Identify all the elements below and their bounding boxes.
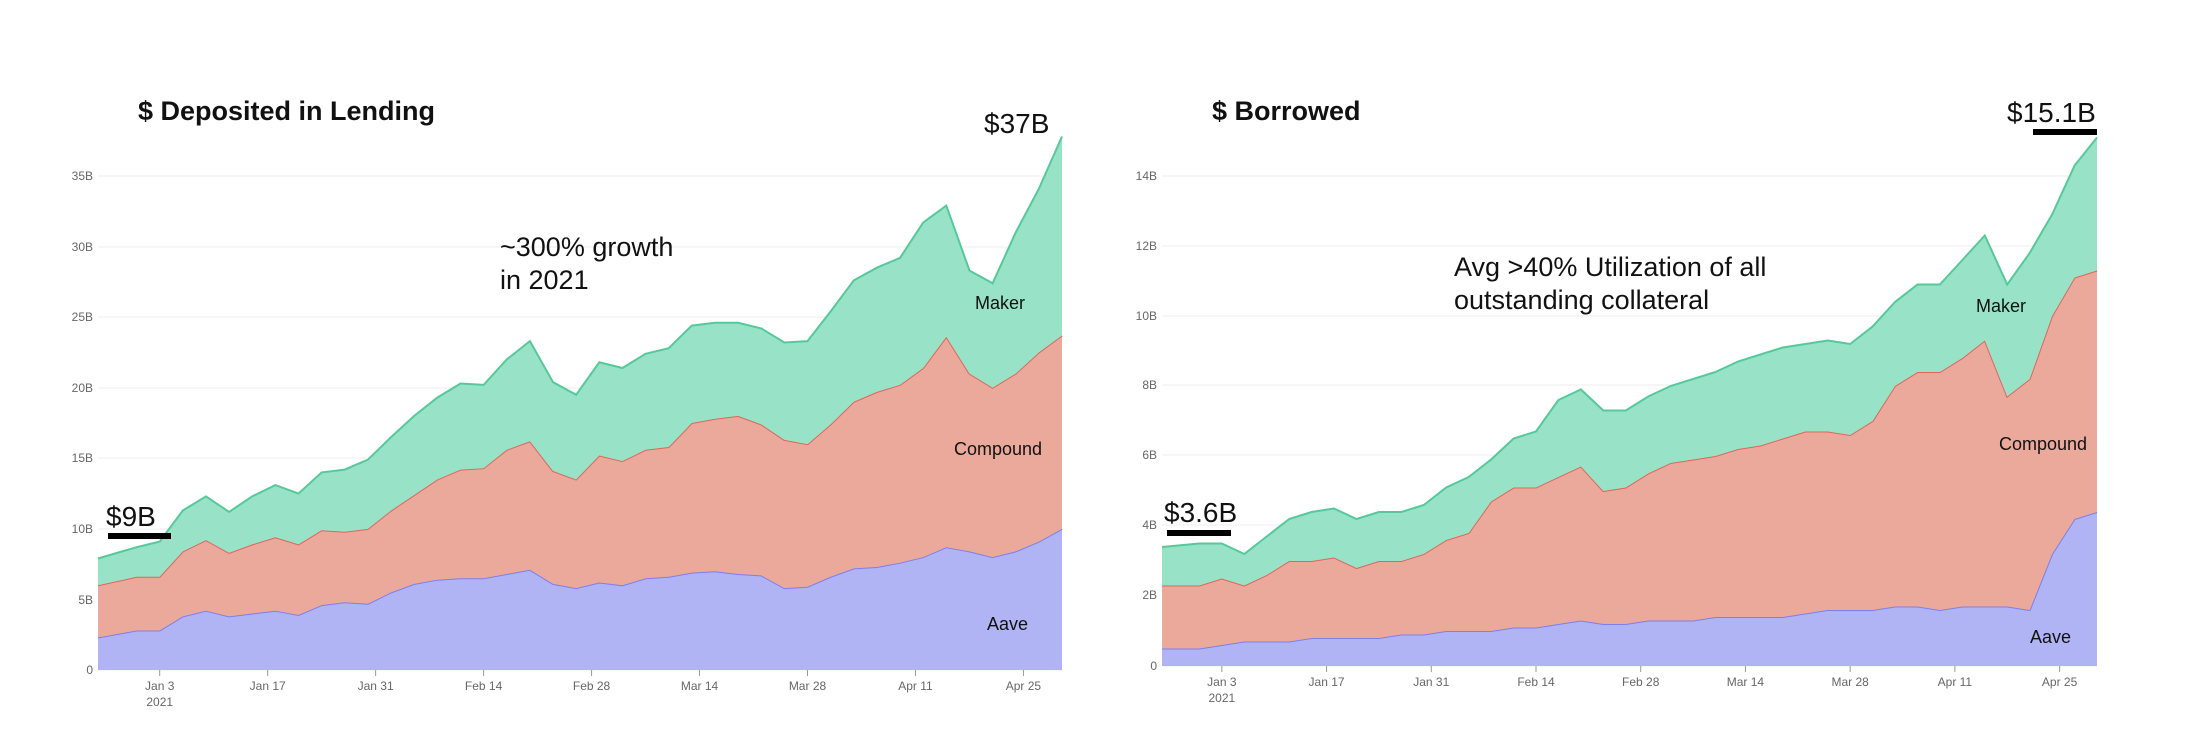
deposited-x-tick-label: Jan 3 xyxy=(145,679,175,693)
deposited-y-tick-label: 30B xyxy=(72,240,93,254)
deposited-y-tick-label: 15B xyxy=(72,451,93,465)
deposited-label-maker: Maker xyxy=(975,293,1025,313)
borrowed-callout-end: $15.1B xyxy=(2007,97,2096,128)
deposited-areas xyxy=(97,136,1063,670)
borrowed-y-tick-label: 14B xyxy=(1136,169,1157,183)
borrowed-area-compound xyxy=(1162,270,2097,649)
deposited-x-axis: Jan 3 2021 Jan 17 Jan 31 Feb 14 Feb 28 Mar 14 M… xyxy=(145,670,1041,709)
deposited-y-tick-label: 20B xyxy=(72,381,93,395)
deposited-x-tick-label: Mar 14 xyxy=(681,679,719,693)
deposited-label-aave: Aave xyxy=(987,614,1028,634)
deposited-area-aave xyxy=(98,528,1062,670)
borrowed-y-tick-label: 0 xyxy=(1150,659,1157,673)
borrowed-x-tick-label: Feb 28 xyxy=(1622,675,1660,689)
borrowed-x-tick-label: Mar 28 xyxy=(1831,675,1869,689)
deposited-x-tick-label: Feb 14 xyxy=(465,679,503,693)
borrowed-y-tick-label: 12B xyxy=(1136,239,1157,253)
borrowed-label-compound: Compound xyxy=(1999,434,2087,454)
deposited-line-maker xyxy=(97,136,1063,560)
borrowed-x-tick-label: Mar 14 xyxy=(1727,675,1765,689)
borrowed-areas xyxy=(1161,136,2098,666)
deposited-area-maker xyxy=(98,136,1062,586)
deposited-x-tick-label: Jan 31 xyxy=(358,679,394,693)
borrowed-label-maker: Maker xyxy=(1976,296,2026,316)
borrowed-x-axis: Jan 3 2021 Jan 17 Jan 31 Feb 14 Feb 28 Mar 14 M… xyxy=(1207,666,2078,705)
borrowed-label-aave: Aave xyxy=(2030,627,2071,647)
borrowed-annotation-line1: Avg >40% Utilization of all xyxy=(1454,252,1766,282)
deposited-y-tick-label: 10B xyxy=(72,522,93,536)
borrowed-line-maker xyxy=(1161,136,2098,556)
deposited-y-tick-label: 0 xyxy=(86,663,93,677)
deposited-annotation-line1: ~300% growth xyxy=(500,232,673,262)
borrowed-x-tick-label: Jan 3 xyxy=(1207,675,1237,689)
borrowed-callout-end-bar xyxy=(2033,129,2097,135)
borrowed-y-tick-label: 6B xyxy=(1142,448,1157,462)
borrowed-y-tick-label: 10B xyxy=(1136,309,1157,323)
borrowed-callout-start-bar xyxy=(1167,530,1231,536)
borrowed-y-tick-label: 2B xyxy=(1142,588,1157,602)
borrowed-x-tick-label: Jan 31 xyxy=(1413,675,1449,689)
deposited-annotation-line2: in 2021 xyxy=(500,265,589,295)
deposited-chart-title: $ Deposited in Lending xyxy=(138,96,435,126)
deposited-area-compound xyxy=(98,335,1062,638)
deposited-x-tick-label: Jan 17 xyxy=(250,679,286,693)
borrowed-area-maker xyxy=(1162,137,2097,586)
deposited-chart: $ Deposited in Lending 0 5B 10B 15B 20B 25B 30… xyxy=(72,96,1063,709)
borrowed-chart-title: $ Borrowed xyxy=(1212,96,1361,126)
borrowed-x-tick-label: Jan 17 xyxy=(1309,675,1345,689)
deposited-callout-end: $37B xyxy=(984,108,1049,139)
deposited-callout-start-bar xyxy=(108,533,171,539)
deposited-callout-start: $9B xyxy=(106,501,156,532)
borrowed-x-tick-year: 2021 xyxy=(1208,691,1235,705)
deposited-label-compound: Compound xyxy=(954,439,1042,459)
deposited-x-tick-year: 2021 xyxy=(146,695,173,709)
deposited-x-tick-label: Apr 11 xyxy=(898,679,933,693)
deposited-y-tick-label: 35B xyxy=(72,169,93,183)
borrowed-annotation-line2: outstanding collateral xyxy=(1454,285,1709,315)
deposited-x-tick-label: Mar 28 xyxy=(789,679,827,693)
borrowed-area-aave xyxy=(1162,512,2097,666)
deposited-y-tick-label: 25B xyxy=(72,310,93,324)
borrowed-callout-start: $3.6B xyxy=(1164,497,1237,528)
deposited-x-tick-label: Apr 25 xyxy=(1006,679,1042,693)
borrowed-y-tick-label: 8B xyxy=(1142,378,1157,392)
deposited-x-tick-label: Feb 28 xyxy=(573,679,611,693)
borrowed-x-tick-label: Apr 11 xyxy=(1938,675,1973,689)
deposited-y-tick-label: 5B xyxy=(78,593,93,607)
borrowed-x-tick-label: Feb 14 xyxy=(1517,675,1555,689)
borrowed-x-tick-label: Apr 25 xyxy=(2042,675,2078,689)
borrowed-y-tick-label: 4B xyxy=(1142,518,1157,532)
